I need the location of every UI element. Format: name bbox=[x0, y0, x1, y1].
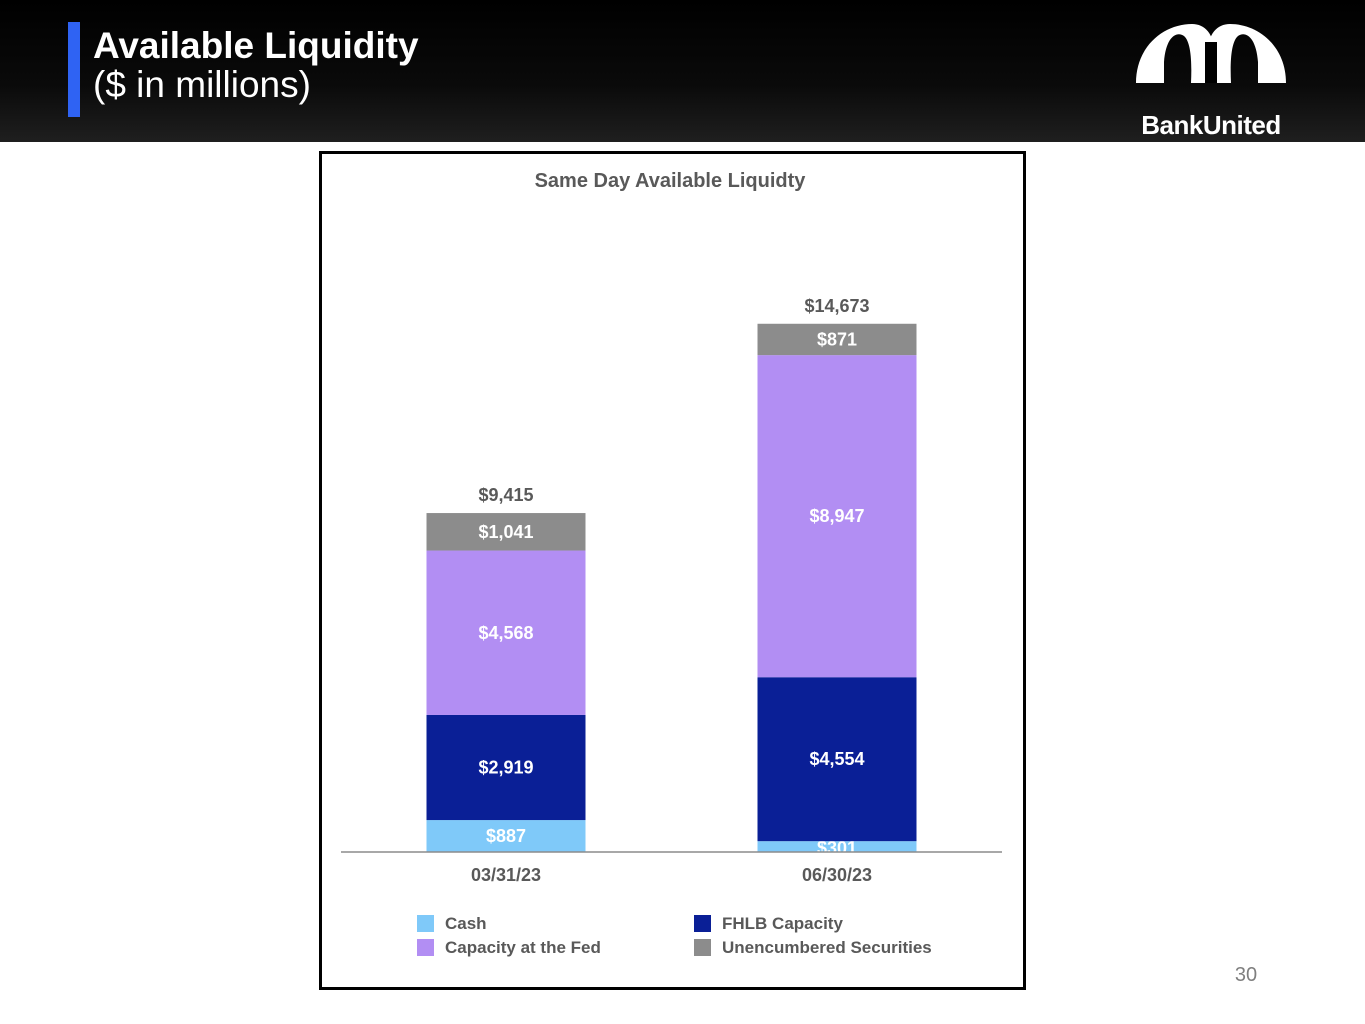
data-label-capacity-at-the-fed-06-30-23: $8,947 bbox=[809, 506, 864, 526]
bar-segment-cash-06-30-23 bbox=[757, 841, 917, 852]
data-label-cash-06-30-23: $301 bbox=[817, 838, 857, 858]
bankunited-logo-text: BankUnited bbox=[1141, 110, 1281, 140]
bar-segment-cash-03-31-23 bbox=[426, 820, 586, 852]
bankunited-logo-icon bbox=[1136, 24, 1286, 83]
bar-segment-capacity-at-the-fed-06-30-23 bbox=[757, 355, 917, 678]
bar-segment-capacity-at-the-fed-03-31-23 bbox=[426, 550, 586, 715]
legend-label-fhlb-capacity: FHLB Capacity bbox=[722, 914, 843, 933]
bar-segment-fhlb-capacity-06-30-23 bbox=[757, 677, 917, 842]
data-label-unencumbered-securities-03-31-23: $1,041 bbox=[478, 522, 533, 542]
slide-header: Available Liquidity ($ in millions) Bank… bbox=[0, 0, 1365, 142]
title-accent-bar bbox=[68, 22, 80, 117]
legend-swatch-capacity-at-the-fed bbox=[417, 939, 434, 956]
legend-label-cash: Cash bbox=[445, 914, 487, 933]
legend-label-capacity-at-the-fed: Capacity at the Fed bbox=[445, 938, 601, 957]
legend-swatch-fhlb-capacity bbox=[694, 915, 711, 932]
data-label-capacity-at-the-fed-03-31-23: $4,568 bbox=[478, 623, 533, 643]
bar-segment-unencumbered-securities-06-30-23 bbox=[757, 323, 917, 356]
legend-swatch-unencumbered-securities bbox=[694, 939, 711, 956]
slide-title: Available Liquidity bbox=[93, 25, 419, 66]
data-label-fhlb-capacity-03-31-23: $2,919 bbox=[478, 758, 533, 778]
data-label-fhlb-capacity-06-30-23: $4,554 bbox=[809, 749, 864, 769]
data-label-cash-03-31-23: $887 bbox=[486, 826, 526, 846]
bar-segment-fhlb-capacity-03-31-23 bbox=[426, 714, 586, 821]
slide-subtitle: ($ in millions) bbox=[93, 64, 311, 105]
bankunited-logo: BankUnited bbox=[1134, 22, 1288, 138]
x-tick-label-03-31-23: 03/31/23 bbox=[471, 865, 541, 885]
legend-swatch-cash bbox=[417, 915, 434, 932]
page-number: 30 bbox=[1234, 964, 1258, 986]
legend-label-unencumbered-securities: Unencumbered Securities bbox=[722, 938, 932, 957]
bar-segment-unencumbered-securities-03-31-23 bbox=[426, 513, 586, 551]
chart-title: Same Day Available Liquidty bbox=[534, 170, 806, 192]
x-tick-label-06-30-23: 06/30/23 bbox=[802, 865, 872, 885]
total-label-03-31-23: $9,415 bbox=[478, 485, 533, 505]
data-label-unencumbered-securities-06-30-23: $871 bbox=[817, 329, 857, 349]
total-label-06-30-23: $14,673 bbox=[804, 296, 869, 316]
